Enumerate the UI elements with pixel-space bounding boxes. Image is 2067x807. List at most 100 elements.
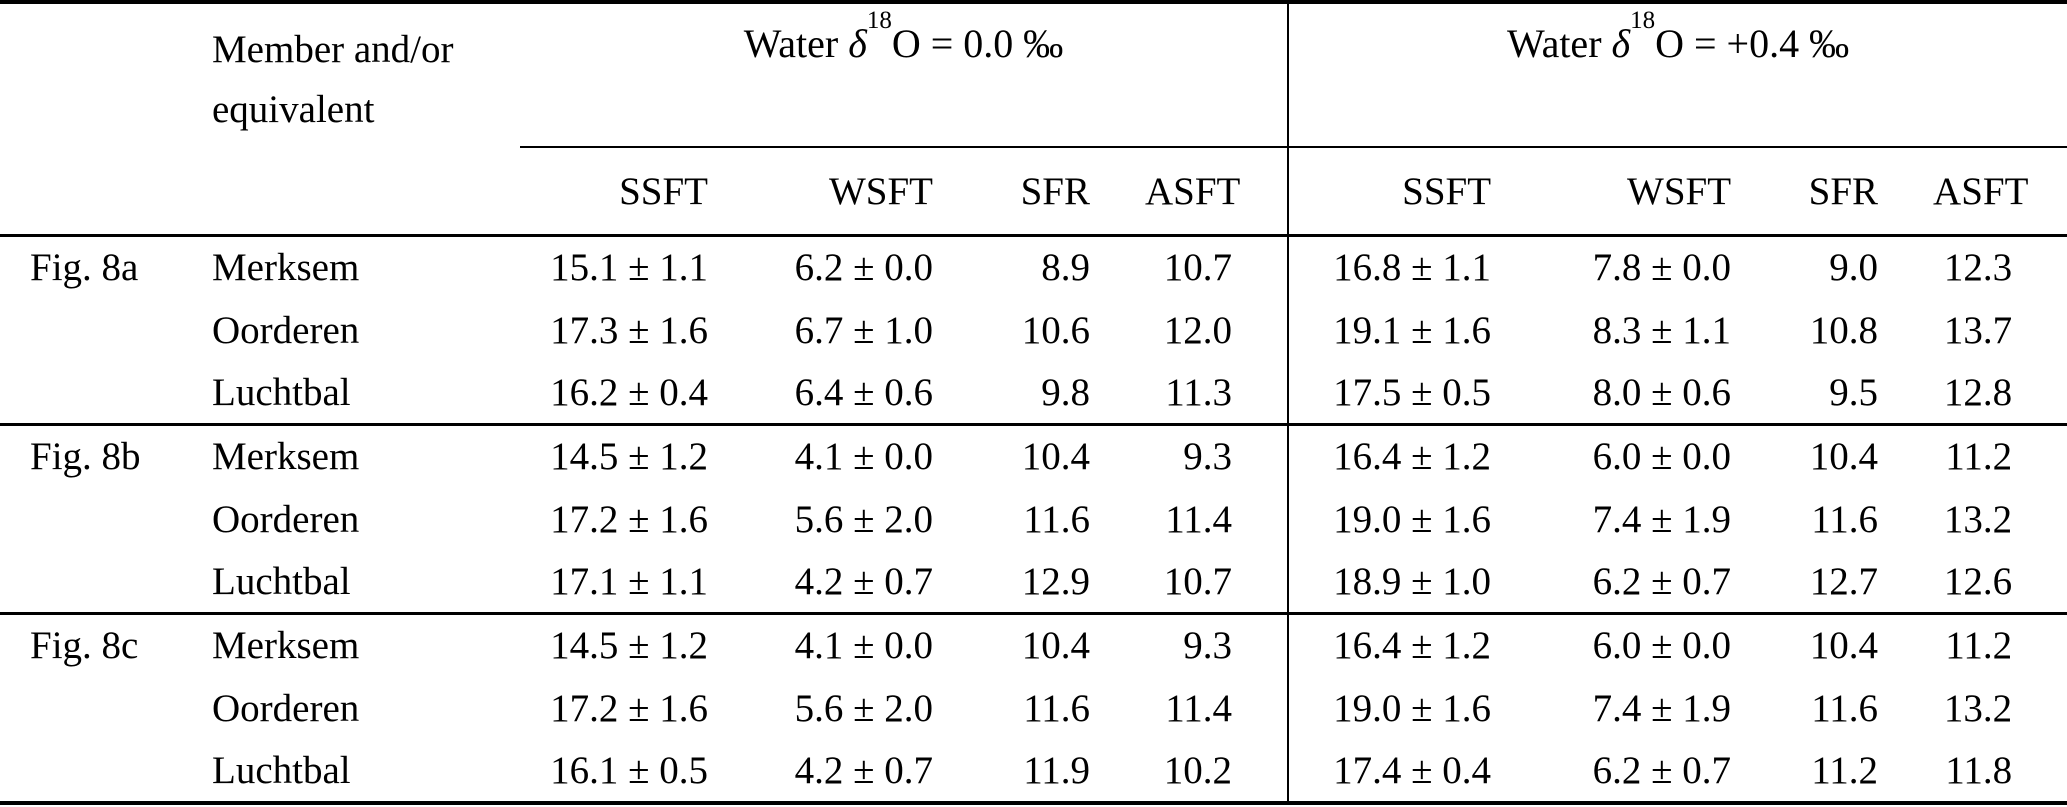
value-sfr-left: 10.4 [985, 612, 1145, 677]
figure-label: Fig. 8c [0, 612, 186, 677]
col-header-asft-left: ASFT [1145, 147, 1289, 237]
value-sfr-left: 10.6 [1021, 308, 1090, 352]
value-asft-left: 10.7 [1145, 234, 1289, 299]
member-name: Oorderen [212, 497, 360, 541]
value-ssft-left: 17.1 ± 1.1 [550, 559, 708, 603]
value-sfr-right: 11.6 [1811, 497, 1879, 541]
col-header-asft-right: ASFT [1933, 147, 2067, 237]
figure-label-empty [0, 488, 186, 551]
col-header-wsft-left: WSFT [760, 147, 985, 237]
figure-label-empty [0, 740, 186, 803]
value-asft-left: 11.3 [1165, 370, 1233, 414]
table-row: Oorderen 17.3 ± 1.6 6.7 ± 1.0 10.6 12.0 … [0, 298, 2067, 362]
value-ssft-left: 16.2 ± 0.4 [550, 370, 708, 414]
value-ssft-left: 17.2 ± 1.6 [550, 686, 708, 730]
col-header-ssft-left: SSFT [520, 147, 760, 237]
value-asft-right: 13.2 [1943, 497, 2013, 541]
value-wsft-left: 4.2 ± 0.7 [794, 748, 933, 792]
value-asft-right: 12.3 [1933, 234, 2067, 299]
header-row-subcolumns: SSFT WSFT SFR ASFT SSFT WSFT SFR ASFT [0, 147, 2067, 237]
delta-symbol: δ [1611, 21, 1631, 66]
figure-label-empty [0, 677, 186, 740]
value-ssft-right: 17.5 ± 0.5 [1287, 361, 1544, 425]
member-column-header-line2: equivalent [212, 88, 375, 131]
figure-label-empty [0, 551, 186, 614]
value-wsft-left: 6.4 ± 0.6 [794, 370, 933, 414]
member-name: Merksem [186, 612, 520, 677]
value-wsft-left: 4.1 ± 0.0 [760, 423, 985, 488]
value-sfr-left: 12.9 [1021, 559, 1090, 603]
value-asft-left: 12.0 [1163, 308, 1233, 352]
member-column-header: Member and/or equivalent [186, 2, 520, 147]
value-wsft-left: 4.2 ± 0.7 [794, 559, 933, 603]
value-asft-left: 9.3 [1145, 612, 1289, 677]
delta-symbol: δ [848, 21, 867, 66]
col-header-sfr-left: SFR [985, 147, 1145, 237]
value-asft-left: 10.7 [1163, 559, 1233, 603]
value-sfr-right: 9.5 [1829, 370, 1879, 414]
value-asft-right: 11.2 [1933, 423, 2067, 488]
value-asft-right: 11.2 [1933, 612, 2067, 677]
member-name: Oorderen [212, 686, 360, 730]
value-asft-right: 12.6 [1943, 559, 2013, 603]
table-row: Luchtbal 17.1 ± 1.1 4.2 ± 0.7 12.9 10.7 … [0, 550, 2067, 614]
value-sfr-right: 9.0 [1783, 234, 1934, 299]
member-name: Merksem [186, 423, 520, 488]
member-name: Luchtbal [212, 748, 351, 792]
value-sfr-right: 12.7 [1809, 559, 1879, 603]
water-d18o-plus0.4-group-header: Water δ18O = +0.4 ‰ [1287, 2, 2067, 148]
isotope-superscript: 18 [866, 6, 892, 34]
value-wsft-right: 6.2 ± 0.7 [1592, 559, 1732, 603]
value-wsft-left: 5.6 ± 2.0 [794, 497, 933, 541]
value-sfr-left: 11.6 [1023, 686, 1090, 730]
header-row-groups: Member and/or equivalent Water δ18O = 0.… [0, 2, 2067, 148]
value-ssft-right: 19.1 ± 1.6 [1287, 298, 1544, 362]
table-row: Luchtbal 16.1 ± 0.5 4.2 ± 0.7 11.9 10.2 … [0, 739, 2067, 803]
water-value-right: O = +0.4 ‰ [1655, 21, 1850, 66]
table-row: Oorderen 17.2 ± 1.6 5.6 ± 2.0 11.6 11.4 … [0, 676, 2067, 740]
value-sfr-right: 10.4 [1783, 423, 1934, 488]
member-name: Luchtbal [212, 370, 351, 414]
col-header-wsft-right: WSFT [1543, 147, 1784, 237]
table-header: Member and/or equivalent Water δ18O = 0.… [0, 2, 2067, 237]
isotope-superscript: 18 [1630, 6, 1656, 34]
figure-label: Fig. 8b [0, 423, 186, 488]
value-ssft-left: 17.3 ± 1.6 [550, 308, 708, 352]
value-ssft-left: 15.1 ± 1.1 [520, 234, 760, 299]
value-asft-left: 9.3 [1145, 423, 1289, 488]
value-ssft-right: 17.4 ± 0.4 [1287, 739, 1544, 803]
member-subheader-empty [186, 147, 520, 237]
table-row: Fig. 8a Merksem 15.1 ± 1.1 6.2 ± 0.0 8.9… [0, 234, 2067, 299]
value-ssft-right: 18.9 ± 1.0 [1287, 550, 1544, 614]
value-asft-left: 10.2 [1163, 748, 1233, 792]
value-sfr-left: 10.4 [985, 423, 1145, 488]
value-asft-right: 12.8 [1943, 370, 2013, 414]
value-wsft-right: 8.3 ± 1.1 [1592, 308, 1732, 352]
col-header-sfr-right: SFR [1783, 147, 1934, 237]
water-d18o-0.0-group-header: Water δ18O = 0.0 ‰ [520, 2, 1289, 148]
value-sfr-left: 8.9 [985, 234, 1145, 299]
value-ssft-right: 16.8 ± 1.1 [1287, 234, 1544, 299]
value-sfr-left: 9.8 [1041, 370, 1090, 414]
water-word: Water [1507, 21, 1612, 66]
value-wsft-left: 5.6 ± 2.0 [794, 686, 933, 730]
figure-label: Fig. 8a [0, 234, 186, 299]
value-wsft-right: 7.4 ± 1.9 [1592, 497, 1732, 541]
col-header-ssft-right: SSFT [1287, 147, 1544, 237]
member-name: Luchtbal [212, 559, 351, 603]
value-wsft-left: 4.1 ± 0.0 [760, 612, 985, 677]
value-ssft-right: 16.4 ± 1.2 [1287, 423, 1544, 488]
figure-column-header-empty [0, 2, 186, 147]
value-ssft-right: 16.4 ± 1.2 [1287, 612, 1544, 677]
value-wsft-left: 6.7 ± 1.0 [794, 308, 933, 352]
table-row: Oorderen 17.2 ± 1.6 5.6 ± 2.0 11.6 11.4 … [0, 487, 2067, 551]
group-fig-8a: Fig. 8a Merksem 15.1 ± 1.1 6.2 ± 0.0 8.9… [0, 234, 2067, 425]
value-wsft-right: 6.0 ± 0.0 [1543, 423, 1784, 488]
value-ssft-left: 14.5 ± 1.2 [520, 612, 760, 677]
value-sfr-right: 10.4 [1783, 612, 1934, 677]
group-fig-8c: Fig. 8c Merksem 14.5 ± 1.2 4.1 ± 0.0 10.… [0, 612, 2067, 803]
value-sfr-right: 10.8 [1809, 308, 1879, 352]
value-sfr-right: 11.2 [1811, 748, 1879, 792]
value-ssft-left: 16.1 ± 0.5 [550, 748, 708, 792]
